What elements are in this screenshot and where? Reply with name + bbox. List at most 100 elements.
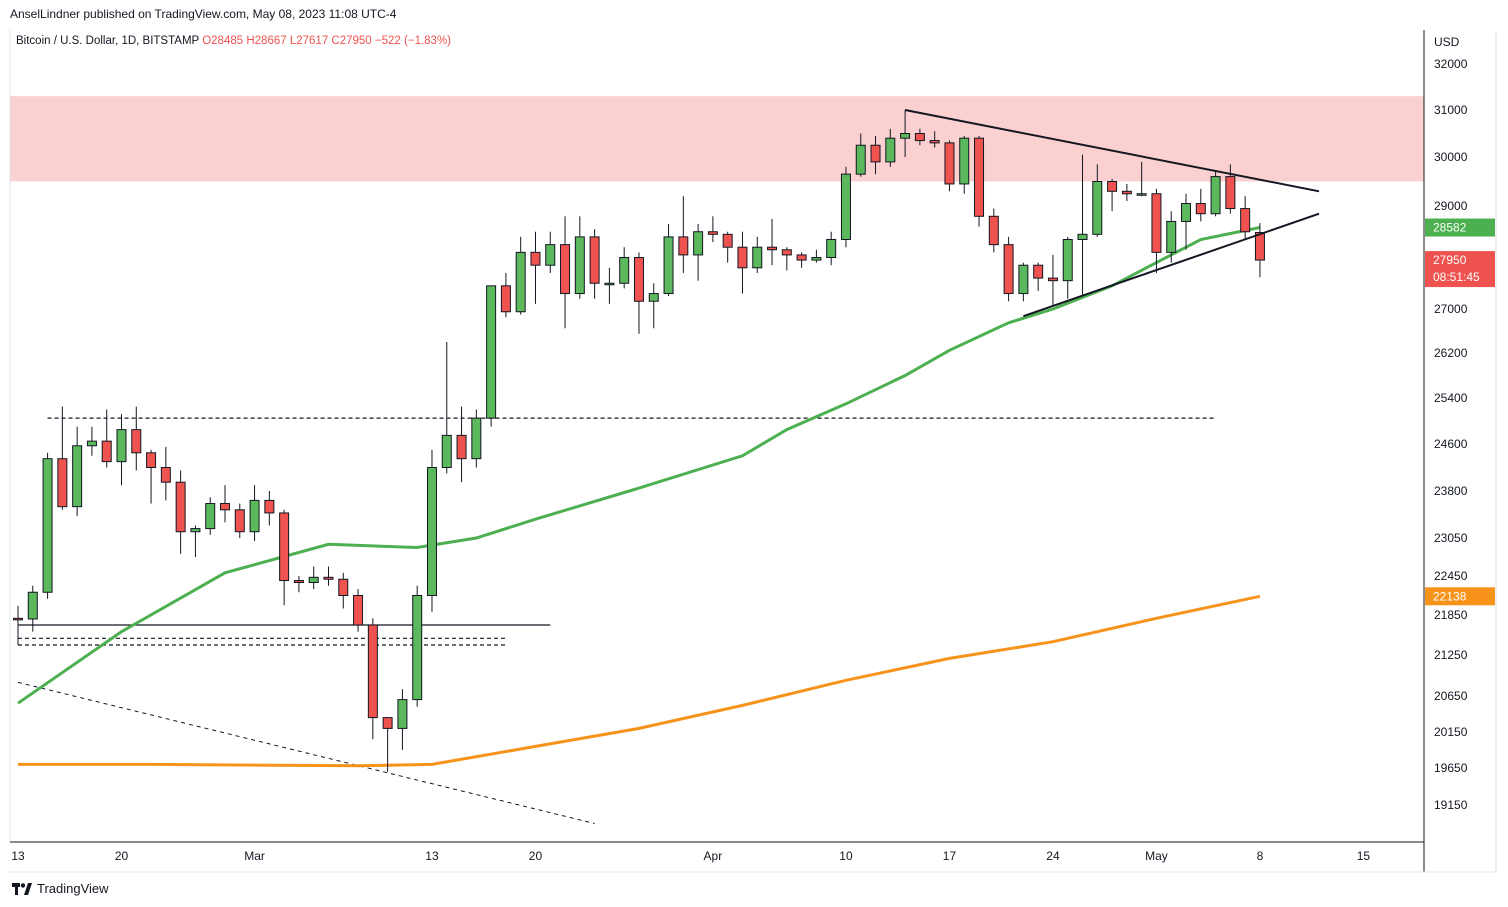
candle-body (131, 429, 142, 454)
x-tick-label: 8 (1257, 849, 1264, 863)
ohlc-close: C27950 (331, 35, 372, 47)
ohlc-low: L27617 (289, 35, 329, 47)
y-tick-label: 23050 (1434, 531, 1468, 545)
candle-body (959, 137, 970, 185)
ohlc-high: H28667 (246, 35, 287, 47)
tradingview-footer: TradingView (12, 881, 109, 896)
y-tick-label: 22450 (1434, 569, 1468, 583)
symbol-name: Bitcoin / U.S. Dollar, 1D, BITSTAMP (16, 35, 199, 47)
candle-body (1151, 193, 1162, 253)
y-tick-label: 20150 (1434, 725, 1468, 739)
candle-body (1107, 181, 1118, 192)
candle-body (722, 233, 733, 248)
ascending-trendline (1023, 212, 1320, 318)
candle-body (190, 528, 201, 533)
candle-body (219, 503, 230, 511)
candle-body (1121, 190, 1132, 195)
candle-body (441, 434, 452, 468)
tradingview-brand: TradingView (37, 881, 109, 896)
candle-body (1047, 277, 1058, 282)
candle-body (648, 293, 659, 302)
y-tick-label: 30000 (1434, 150, 1468, 164)
candle-body (737, 246, 748, 269)
candle-body (988, 215, 999, 246)
candle-body (560, 244, 571, 295)
candle-body (1003, 244, 1014, 295)
candle-body (826, 238, 837, 259)
candle-body (1062, 238, 1073, 282)
candle-body (57, 458, 68, 508)
candle-body (663, 236, 674, 295)
candle-body (885, 137, 896, 163)
candle-body (279, 512, 290, 582)
candle-body (367, 624, 378, 719)
price-change: −522 (−1.83%) (374, 35, 452, 47)
candle-body (72, 445, 83, 508)
candle-body (1092, 181, 1103, 235)
candle-body (767, 246, 778, 251)
price-label-ma50-text: 28582 (1433, 221, 1467, 235)
candle-body (1077, 233, 1088, 240)
x-tick-label: Apr (704, 849, 723, 863)
candle-body (1195, 203, 1206, 215)
publisher-line: AnselLindner published on TradingView.co… (10, 7, 397, 21)
y-tick-label: 21850 (1434, 608, 1468, 622)
candle-body (42, 458, 53, 593)
candle-body (175, 481, 186, 533)
candle-body (944, 142, 955, 185)
candle-body (707, 231, 718, 235)
candle-body (146, 452, 157, 468)
ohlc-open: O28485 (202, 35, 244, 47)
candle-body (293, 580, 304, 583)
candle-body (840, 173, 851, 240)
price-label-ma200 (1425, 587, 1495, 606)
y-tick-label: 25400 (1434, 391, 1468, 405)
candle-body (545, 244, 556, 266)
candle-body (1018, 264, 1029, 295)
candle-body (604, 282, 615, 286)
candle-body (855, 144, 866, 175)
candle-body (1136, 193, 1147, 196)
candle-body (500, 285, 511, 313)
x-tick-label: 15 (1357, 849, 1371, 863)
candle-body (412, 595, 423, 701)
candle-body (426, 467, 437, 596)
y-tick-label: 21250 (1434, 648, 1468, 662)
candle-body (1225, 176, 1236, 210)
candle-body (781, 249, 792, 256)
candle-body (1166, 220, 1177, 253)
y-tick-label: 19150 (1434, 798, 1468, 812)
y-tick-label: 27000 (1434, 302, 1468, 316)
candle-body (914, 133, 925, 142)
candle-body (1240, 208, 1251, 233)
candle-body (574, 236, 585, 295)
candle-body (13, 617, 23, 621)
price-label-ma50 (1425, 218, 1495, 237)
candle-body (486, 285, 497, 419)
x-tick-label: Mar (244, 849, 265, 863)
x-tick-label: 13 (11, 849, 25, 863)
x-tick-label: 24 (1046, 849, 1060, 863)
y-tick-label: 23800 (1434, 484, 1468, 498)
candle-body (633, 257, 644, 302)
x-tick-label: 17 (943, 849, 957, 863)
candle-body (382, 717, 393, 729)
candle-body (234, 509, 245, 533)
candle-body (1210, 176, 1221, 215)
candle-body (678, 236, 689, 256)
price-label-ma200-text: 22138 (1433, 589, 1467, 603)
candle-body (619, 257, 630, 284)
candle-body (323, 576, 334, 580)
candle-body (338, 578, 349, 596)
candle-body (796, 254, 807, 261)
candle-body (974, 137, 985, 217)
candle-body (693, 231, 704, 256)
candle-body (900, 133, 911, 139)
candle-body (471, 417, 482, 460)
candle-body (456, 434, 467, 460)
candle-body (530, 251, 541, 266)
candle-body (1033, 264, 1044, 279)
y-tick-label: 24600 (1434, 437, 1468, 451)
candle-body (589, 236, 600, 284)
